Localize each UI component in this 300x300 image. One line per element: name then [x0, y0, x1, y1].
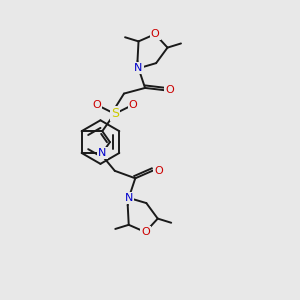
Text: O: O: [151, 29, 160, 39]
Text: S: S: [111, 107, 119, 120]
Text: N: N: [124, 193, 133, 203]
Text: O: O: [129, 100, 137, 110]
Text: O: O: [92, 100, 101, 110]
Text: O: O: [154, 166, 163, 176]
Text: N: N: [134, 63, 143, 73]
Text: O: O: [141, 227, 150, 237]
Text: N: N: [98, 148, 106, 158]
Text: O: O: [165, 85, 174, 95]
